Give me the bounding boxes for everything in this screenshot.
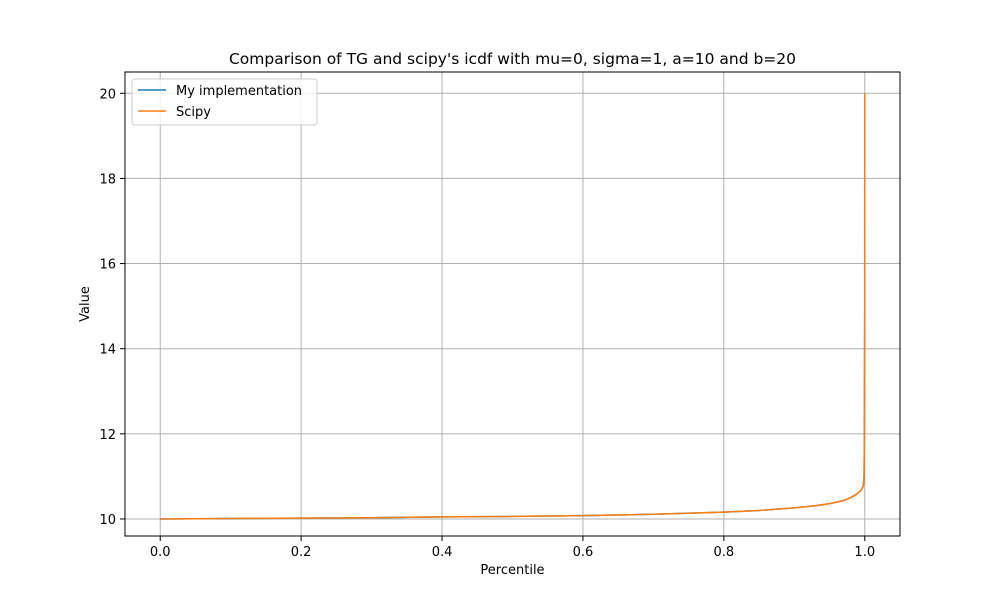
x-tick-label: 0.2 xyxy=(291,545,312,560)
y-axis-label: Value xyxy=(78,286,93,322)
y-tick-label: 14 xyxy=(99,343,116,358)
series-lines xyxy=(160,93,866,520)
y-tick-label: 10 xyxy=(99,513,116,528)
chart-title: Comparison of TG and scipy's icdf with m… xyxy=(229,50,796,68)
legend: My implementation Scipy xyxy=(131,78,318,126)
y-tick-label: 16 xyxy=(99,258,116,273)
grid xyxy=(125,72,900,536)
plot-frame xyxy=(124,71,901,537)
y-tick-label: 18 xyxy=(99,172,116,187)
series-line-scipy xyxy=(160,93,866,520)
x-tick-label: 0.4 xyxy=(432,545,453,560)
x-tick-label: 0.0 xyxy=(150,545,171,560)
x-tick-label: 0.8 xyxy=(714,545,735,560)
y-tick-label: 20 xyxy=(99,87,116,102)
legend-label-my-implementation: My implementation xyxy=(176,84,302,99)
y-tick-label: 12 xyxy=(99,428,116,443)
ticks: 0.0 0.2 0.4 0.6 0.8 1.0 10 12 14 16 18 20 xyxy=(99,87,875,560)
x-tick-label: 1.0 xyxy=(854,545,875,560)
legend-label-scipy: Scipy xyxy=(176,105,211,120)
legend-box xyxy=(131,78,318,126)
x-axis-label: Percentile xyxy=(480,563,544,578)
x-tick-label: 0.6 xyxy=(573,545,594,560)
